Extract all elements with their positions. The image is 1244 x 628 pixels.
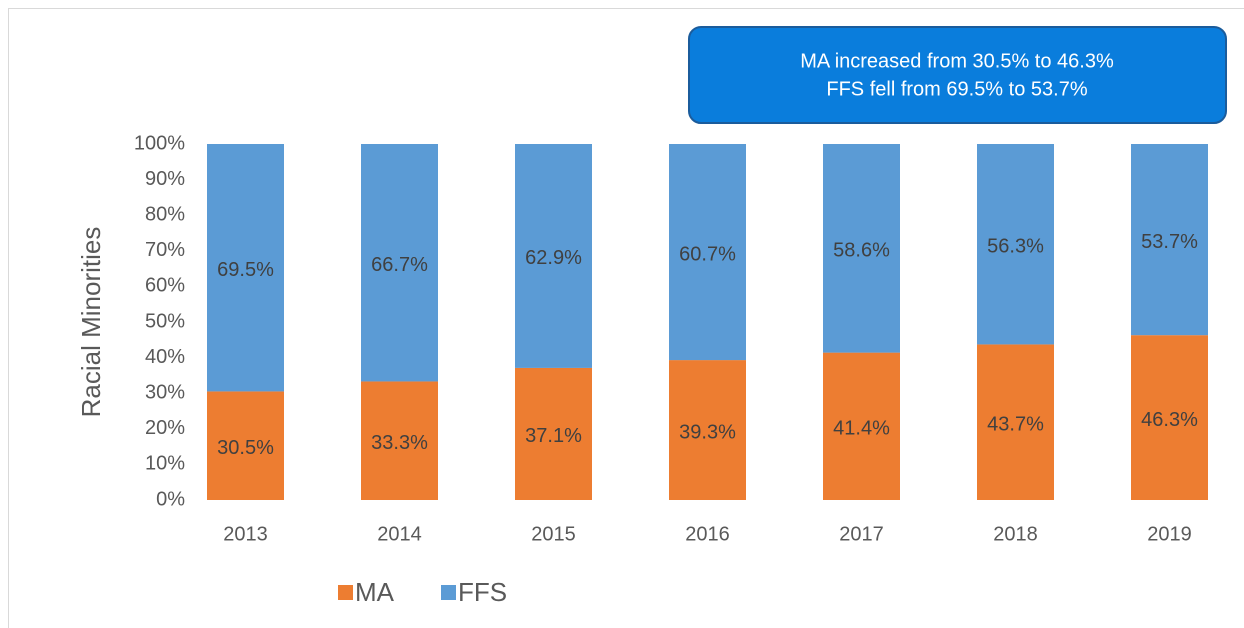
x-tick-label: 2014 xyxy=(377,523,422,545)
legend-swatch xyxy=(441,585,456,600)
y-tick-label: 10% xyxy=(145,453,185,475)
y-tick-label: 70% xyxy=(145,239,185,261)
annotation-line: FFS fell from 69.5% to 53.7% xyxy=(826,78,1087,100)
bar-segment xyxy=(515,144,592,368)
y-tick-label: 80% xyxy=(145,203,185,225)
data-label: 66.7% xyxy=(371,254,428,276)
y-tick-label: 90% xyxy=(145,168,185,190)
legend-label: FFS xyxy=(458,577,507,607)
x-tick-label: 2015 xyxy=(531,523,576,545)
data-label: 43.7% xyxy=(987,413,1044,435)
x-tick-label: 2018 xyxy=(993,523,1038,545)
data-label: 46.3% xyxy=(1141,409,1198,431)
bar-segment xyxy=(515,367,592,500)
data-label: 41.4% xyxy=(833,418,890,440)
x-tick-label: 2013 xyxy=(223,523,268,545)
y-tick-label: 100% xyxy=(134,132,185,154)
bar-segment xyxy=(977,144,1054,345)
bar-segment xyxy=(823,352,900,500)
y-tick-label: 20% xyxy=(145,417,185,439)
annotation-box xyxy=(688,26,1227,124)
bar-segment xyxy=(361,381,438,500)
legend-swatch xyxy=(338,585,353,600)
bar-segment xyxy=(1131,144,1208,336)
data-label: 58.6% xyxy=(833,240,890,262)
data-label: 39.3% xyxy=(679,421,736,443)
data-label: 56.3% xyxy=(987,235,1044,257)
data-label: 37.1% xyxy=(525,425,582,447)
bar-segment xyxy=(669,144,746,361)
data-label: 30.5% xyxy=(217,437,274,459)
y-tick-label: 40% xyxy=(145,346,185,368)
data-label: 53.7% xyxy=(1141,231,1198,253)
data-label: 60.7% xyxy=(679,243,736,265)
annotation-line: MA increased from 30.5% to 46.3% xyxy=(800,50,1114,72)
bar-segment xyxy=(669,360,746,500)
bar-segment xyxy=(361,144,438,382)
bar-segment xyxy=(823,144,900,353)
y-tick-label: 60% xyxy=(145,275,185,297)
chart-frame xyxy=(8,8,1244,628)
y-tick-label: 0% xyxy=(156,488,185,510)
x-tick-label: 2019 xyxy=(1147,523,1192,545)
bar-segment xyxy=(207,144,284,392)
data-label: 69.5% xyxy=(217,259,274,281)
data-label: 33.3% xyxy=(371,432,428,454)
bar-segment xyxy=(207,391,284,500)
y-axis-title: Racial Minorities xyxy=(76,227,106,418)
y-tick-label: 30% xyxy=(145,381,185,403)
bar-segment xyxy=(1131,335,1208,500)
data-label: 62.9% xyxy=(525,247,582,269)
y-tick-label: 50% xyxy=(145,310,185,332)
x-tick-label: 2017 xyxy=(839,523,884,545)
legend-label: MA xyxy=(355,577,395,607)
x-tick-label: 2016 xyxy=(685,523,730,545)
bar-segment xyxy=(977,344,1054,500)
